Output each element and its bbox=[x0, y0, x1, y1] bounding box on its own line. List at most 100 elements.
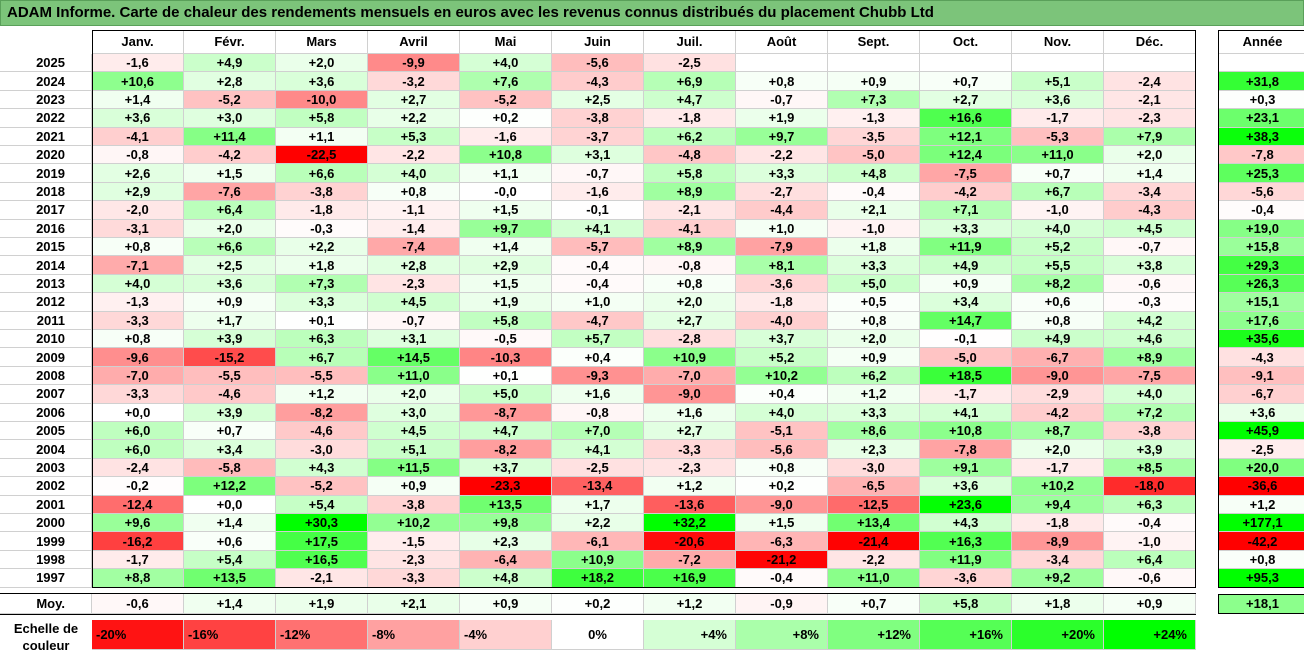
heatmap-cell: +0,7 bbox=[920, 72, 1012, 91]
heatmap-cell: +6,2 bbox=[828, 366, 920, 386]
heatmap-cell: +11,5 bbox=[368, 458, 460, 478]
heatmap-cell: +0,0 bbox=[92, 403, 184, 422]
heatmap-cell: +14,7 bbox=[920, 311, 1012, 330]
heatmap-cell: -3,2 bbox=[368, 72, 460, 91]
heatmap-cell: +4,7 bbox=[644, 90, 736, 110]
heatmap-cell: +0,8 bbox=[736, 72, 828, 91]
heatmap-cell: -2,1 bbox=[644, 201, 736, 220]
heatmap-cell: +5,4 bbox=[184, 550, 276, 570]
heatmap-cell: +9,8 bbox=[460, 514, 552, 533]
heatmap-cell: +6,7 bbox=[1012, 182, 1104, 202]
heatmap-cell: +4,1 bbox=[920, 403, 1012, 422]
annual-cell: +0,8 bbox=[1218, 550, 1304, 570]
heatmap-cell: +4,6 bbox=[1104, 330, 1196, 349]
heatmap-cell: -0,1 bbox=[552, 201, 644, 220]
heatmap-cell: +2,5 bbox=[184, 256, 276, 275]
heatmap-cell: +16,6 bbox=[920, 109, 1012, 128]
color-scale-step: -8% bbox=[368, 620, 460, 650]
color-scale-label: Echelle de couleur bbox=[0, 620, 92, 653]
heatmap-cell: -1,0 bbox=[1104, 532, 1196, 551]
heatmap-cell: -7,0 bbox=[644, 366, 736, 386]
annual-cell: +26,3 bbox=[1218, 274, 1304, 294]
year-label: 2024 bbox=[0, 72, 92, 91]
heatmap-cell: +0,8 bbox=[92, 330, 184, 349]
heatmap-cell: +2,6 bbox=[92, 164, 184, 183]
heatmap-cell: +6,2 bbox=[644, 127, 736, 146]
heatmap-cell: -0,7 bbox=[1104, 238, 1196, 257]
average-cell: +1,8 bbox=[1012, 593, 1104, 614]
heatmap-cell: -2,3 bbox=[368, 550, 460, 570]
heatmap-cell: -3,4 bbox=[1104, 182, 1196, 202]
heatmap-cell: -2,7 bbox=[736, 182, 828, 202]
heatmap-cell: +3,1 bbox=[368, 330, 460, 349]
heatmap-cell: -3,0 bbox=[828, 458, 920, 478]
heatmap-cell: -2,9 bbox=[1012, 385, 1104, 404]
heatmap-cell: -2,3 bbox=[644, 458, 736, 478]
annual-cell: +19,0 bbox=[1218, 219, 1304, 238]
heatmap-cell: -0,7 bbox=[736, 90, 828, 110]
heatmap-cell: +5,8 bbox=[460, 311, 552, 330]
heatmap-cell: +1,4 bbox=[184, 514, 276, 533]
heatmap-cell: +3,3 bbox=[920, 219, 1012, 238]
color-scale-step: -12% bbox=[276, 620, 368, 650]
column-header-7: Juil. bbox=[644, 30, 736, 54]
average-cell: +0,9 bbox=[1104, 593, 1196, 614]
heatmap-cell: -4,0 bbox=[736, 311, 828, 330]
heatmap-cell: +3,4 bbox=[184, 440, 276, 459]
annual-cell: -6,7 bbox=[1218, 385, 1304, 404]
heatmap-cell: -0,5 bbox=[460, 330, 552, 349]
heatmap-cell: +0,2 bbox=[460, 109, 552, 128]
heatmap-cell: +10,6 bbox=[92, 72, 184, 91]
heatmap-cell: -1,8 bbox=[736, 293, 828, 312]
heatmap-cell: +4,0 bbox=[92, 274, 184, 294]
average-separator bbox=[0, 614, 1196, 615]
color-scale-step: +20% bbox=[1012, 620, 1104, 650]
year-label: 2021 bbox=[0, 127, 92, 146]
heatmap-cell: -2,4 bbox=[92, 458, 184, 478]
heatmap-cell: +1,2 bbox=[828, 385, 920, 404]
heatmap-cell: +4,1 bbox=[552, 219, 644, 238]
heatmap-cell: +4,0 bbox=[368, 164, 460, 183]
heatmap-cell: +11,0 bbox=[368, 366, 460, 386]
heatmap-cell: -0,8 bbox=[92, 146, 184, 165]
heatmap-cell: +4,0 bbox=[1012, 219, 1104, 238]
heatmap-cell: +6,4 bbox=[1104, 550, 1196, 570]
annual-cell: +95,3 bbox=[1218, 569, 1304, 588]
heatmap-cell: +10,2 bbox=[736, 366, 828, 386]
heatmap-cell: +6,0 bbox=[92, 422, 184, 441]
heatmap-cell: -12,5 bbox=[828, 495, 920, 514]
heatmap-cell: -1,1 bbox=[368, 201, 460, 220]
heatmap-cell: +2,7 bbox=[644, 311, 736, 330]
annual-cell: -4,3 bbox=[1218, 348, 1304, 367]
heatmap-cell: +3,3 bbox=[276, 293, 368, 312]
heatmap-cell: -0,3 bbox=[1104, 293, 1196, 312]
year-label: 2025 bbox=[0, 54, 92, 73]
heatmap-cell: +4,3 bbox=[920, 514, 1012, 533]
heatmap-cell: +11,0 bbox=[828, 569, 920, 588]
heatmap-cell: +2,0 bbox=[276, 54, 368, 73]
annual-cell: +31,8 bbox=[1218, 72, 1304, 91]
heatmap-cell: +1,2 bbox=[276, 385, 368, 404]
heatmap-cell: -9,0 bbox=[1012, 366, 1104, 386]
heatmap-cell: +12,4 bbox=[920, 146, 1012, 165]
heatmap-cell bbox=[828, 54, 920, 73]
year-label: 2019 bbox=[0, 164, 92, 183]
heatmap-cell: -5,2 bbox=[184, 90, 276, 110]
heatmap-cell: -1,3 bbox=[828, 109, 920, 128]
heatmap-cell: -5,2 bbox=[460, 90, 552, 110]
heatmap-cell: +2,2 bbox=[276, 238, 368, 257]
heatmap-cell: -0,8 bbox=[552, 403, 644, 422]
heatmap-cell: +11,4 bbox=[184, 127, 276, 146]
heatmap-cell: -7,9 bbox=[736, 238, 828, 257]
heatmap-cell: +2,7 bbox=[644, 422, 736, 441]
year-label: 2008 bbox=[0, 366, 92, 386]
heatmap-cell: -5,6 bbox=[552, 54, 644, 73]
heatmap-cell: +30,3 bbox=[276, 514, 368, 533]
heatmap-cell: +2,8 bbox=[184, 72, 276, 91]
heatmap-cell: +5,1 bbox=[1012, 72, 1104, 91]
heatmap-cell: +8,5 bbox=[1104, 458, 1196, 478]
heatmap-cell: -1,8 bbox=[276, 201, 368, 220]
heatmap-cell: +4,9 bbox=[184, 54, 276, 73]
heatmap-cell: -2,2 bbox=[828, 550, 920, 570]
heatmap-cell: -15,2 bbox=[184, 348, 276, 367]
